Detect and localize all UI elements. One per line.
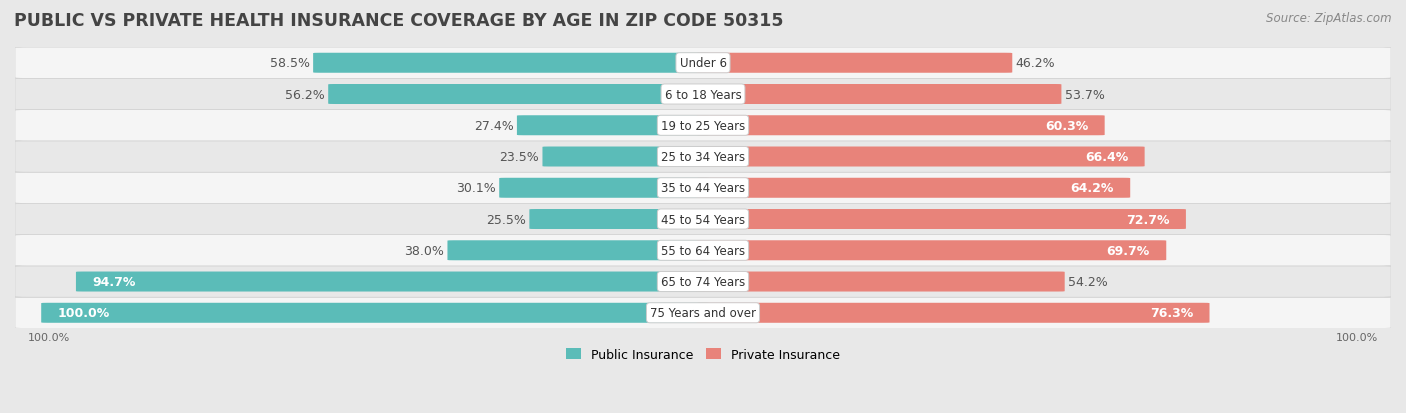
Text: 64.2%: 64.2% <box>1070 182 1114 195</box>
Text: 66.4%: 66.4% <box>1085 151 1128 164</box>
Text: Source: ZipAtlas.com: Source: ZipAtlas.com <box>1267 12 1392 25</box>
FancyBboxPatch shape <box>15 79 1391 110</box>
Text: 6 to 18 Years: 6 to 18 Years <box>665 88 741 101</box>
Text: 23.5%: 23.5% <box>499 151 538 164</box>
FancyBboxPatch shape <box>41 303 710 323</box>
FancyBboxPatch shape <box>15 266 1391 297</box>
Text: 69.7%: 69.7% <box>1107 244 1150 257</box>
FancyBboxPatch shape <box>447 241 710 261</box>
Text: Under 6: Under 6 <box>679 57 727 70</box>
Text: 46.2%: 46.2% <box>1015 57 1054 70</box>
FancyBboxPatch shape <box>328 85 710 105</box>
FancyBboxPatch shape <box>517 116 710 136</box>
Text: 72.7%: 72.7% <box>1126 213 1170 226</box>
FancyBboxPatch shape <box>696 116 1105 136</box>
Text: 58.5%: 58.5% <box>270 57 309 70</box>
Text: 19 to 25 Years: 19 to 25 Years <box>661 119 745 133</box>
FancyBboxPatch shape <box>696 209 1185 230</box>
FancyBboxPatch shape <box>696 241 1166 261</box>
Text: 25 to 34 Years: 25 to 34 Years <box>661 151 745 164</box>
Text: 65 to 74 Years: 65 to 74 Years <box>661 275 745 288</box>
FancyBboxPatch shape <box>530 209 710 230</box>
FancyBboxPatch shape <box>696 272 1064 292</box>
FancyBboxPatch shape <box>15 142 1391 173</box>
Text: PUBLIC VS PRIVATE HEALTH INSURANCE COVERAGE BY AGE IN ZIP CODE 50315: PUBLIC VS PRIVATE HEALTH INSURANCE COVER… <box>14 12 783 30</box>
FancyBboxPatch shape <box>696 147 1144 167</box>
Text: 38.0%: 38.0% <box>405 244 444 257</box>
FancyBboxPatch shape <box>696 303 1209 323</box>
Legend: Public Insurance, Private Insurance: Public Insurance, Private Insurance <box>560 342 846 367</box>
Text: 100.0%: 100.0% <box>1336 332 1378 342</box>
FancyBboxPatch shape <box>15 173 1391 204</box>
Text: 75 Years and over: 75 Years and over <box>650 306 756 320</box>
Text: 54.2%: 54.2% <box>1069 275 1108 288</box>
Text: 53.7%: 53.7% <box>1064 88 1105 101</box>
Text: 25.5%: 25.5% <box>486 213 526 226</box>
FancyBboxPatch shape <box>696 178 1130 198</box>
FancyBboxPatch shape <box>696 85 1062 105</box>
FancyBboxPatch shape <box>15 110 1391 142</box>
FancyBboxPatch shape <box>15 48 1391 79</box>
Text: 76.3%: 76.3% <box>1150 306 1194 320</box>
Text: 55 to 64 Years: 55 to 64 Years <box>661 244 745 257</box>
FancyBboxPatch shape <box>76 272 710 292</box>
FancyBboxPatch shape <box>15 235 1391 266</box>
Text: 100.0%: 100.0% <box>28 332 70 342</box>
Text: 100.0%: 100.0% <box>58 306 110 320</box>
Text: 60.3%: 60.3% <box>1045 119 1088 133</box>
FancyBboxPatch shape <box>543 147 710 167</box>
Text: 94.7%: 94.7% <box>93 275 136 288</box>
FancyBboxPatch shape <box>696 54 1012 74</box>
FancyBboxPatch shape <box>15 204 1391 235</box>
Text: 45 to 54 Years: 45 to 54 Years <box>661 213 745 226</box>
Text: 27.4%: 27.4% <box>474 119 513 133</box>
Text: 56.2%: 56.2% <box>285 88 325 101</box>
Text: 35 to 44 Years: 35 to 44 Years <box>661 182 745 195</box>
FancyBboxPatch shape <box>499 178 710 198</box>
FancyBboxPatch shape <box>314 54 710 74</box>
FancyBboxPatch shape <box>15 297 1391 329</box>
Text: 30.1%: 30.1% <box>456 182 496 195</box>
